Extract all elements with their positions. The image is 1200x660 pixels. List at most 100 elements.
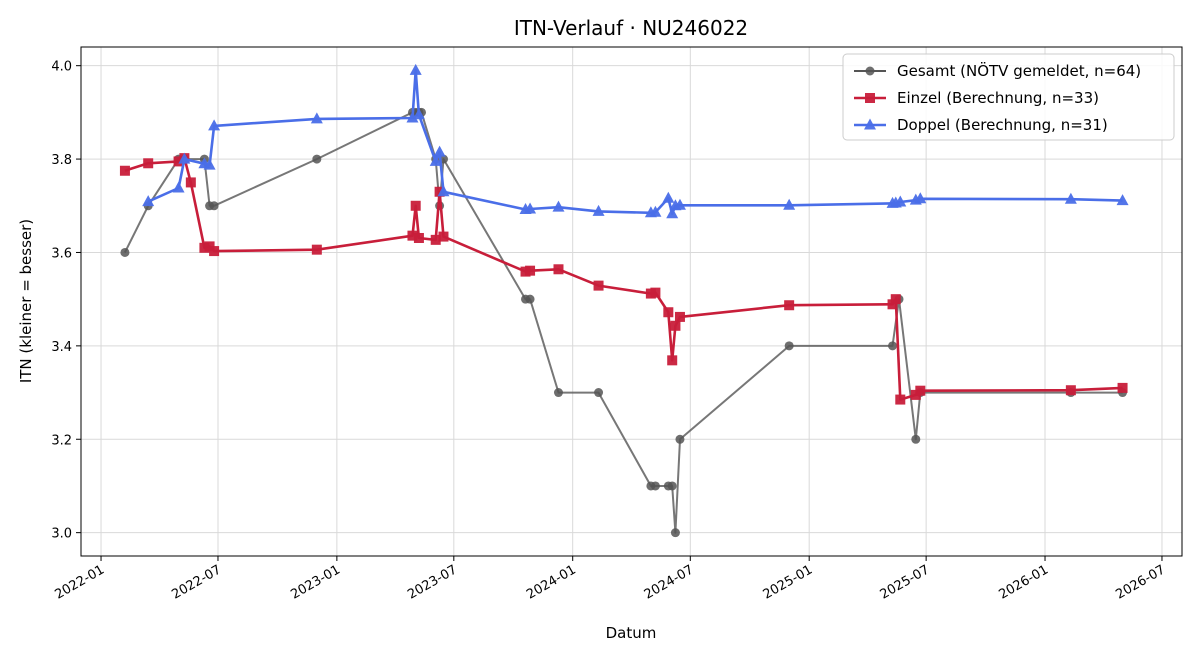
y-axis: 3.0 3.2 3.4 3.6 3.8 4.0	[51, 60, 81, 542]
data-point	[650, 287, 661, 298]
data-point	[433, 145, 446, 157]
data-point	[911, 434, 921, 444]
legend-entry: Doppel (Berechnung, n=31)	[854, 116, 1108, 134]
data-point	[592, 204, 605, 216]
x-tick-label: 2023-07	[405, 562, 460, 602]
data-point	[524, 202, 537, 214]
data-point	[670, 320, 681, 331]
data-point	[525, 265, 536, 276]
data-point	[438, 231, 449, 242]
data-point	[430, 234, 441, 245]
x-axis: 2022-01 2022-07 2023-01 2023-07 2024-01 2024-…	[52, 556, 1168, 603]
y-tick-label: 3.0	[51, 527, 72, 542]
series-layer	[119, 63, 1129, 538]
data-point	[553, 388, 563, 398]
data-point	[142, 195, 155, 207]
data-point	[674, 311, 685, 322]
series-line-einzel	[124, 156, 1123, 401]
data-point	[890, 294, 901, 305]
data-point	[666, 207, 679, 219]
grid-lines	[81, 47, 1182, 556]
data-point	[594, 388, 604, 398]
legend-label: Gesamt (NÖTV gemeldet, n=64)	[897, 61, 1141, 80]
x-tick-label: 2026-01	[996, 562, 1051, 602]
legend-label: Einzel (Berechnung, n=33)	[897, 89, 1099, 107]
data-point	[199, 242, 210, 253]
data-point	[553, 264, 564, 275]
data-point	[172, 181, 185, 193]
data-point	[310, 112, 323, 124]
data-point	[209, 201, 219, 211]
series-gesamt	[120, 107, 1128, 538]
x-tick-label: 2025-01	[761, 562, 816, 602]
data-point	[783, 198, 796, 210]
y-axis-label: ITN (kleiner = besser)	[17, 219, 35, 383]
x-tick-label: 2022-07	[169, 562, 224, 602]
data-point	[673, 198, 686, 210]
data-point	[784, 300, 795, 311]
data-point	[203, 158, 216, 170]
data-point	[895, 394, 906, 405]
data-point	[1117, 382, 1128, 393]
data-point	[784, 341, 794, 351]
legend-label: Doppel (Berechnung, n=31)	[897, 116, 1108, 134]
chart-title: ITN-Verlauf · NU246022	[514, 16, 748, 40]
data-point	[887, 299, 898, 310]
data-point	[650, 481, 660, 491]
y-tick-label: 3.4	[51, 340, 72, 355]
x-tick-label: 2022-01	[52, 562, 107, 602]
data-point	[120, 247, 130, 257]
y-tick-label: 4.0	[51, 60, 72, 75]
data-point	[434, 186, 445, 197]
y-tick-label: 3.6	[51, 246, 72, 261]
legend: Gesamt (NÖTV gemeldet, n=64) Einzel (Bere…	[842, 53, 1175, 141]
legend-box	[842, 53, 1175, 141]
legend-marker	[865, 66, 875, 76]
data-point	[915, 385, 926, 396]
data-point	[525, 294, 535, 304]
data-point	[1116, 194, 1129, 206]
y-tick-label: 3.2	[51, 433, 72, 448]
data-point	[663, 307, 674, 318]
data-point	[311, 244, 322, 255]
data-point	[1065, 385, 1076, 396]
data-point	[406, 111, 419, 123]
x-axis-label: Datum	[606, 624, 657, 642]
y-tick-label: 3.8	[51, 153, 72, 168]
x-tick-label: 2025-07	[878, 562, 933, 602]
data-point	[413, 232, 424, 243]
data-point	[173, 156, 184, 167]
data-point	[437, 185, 450, 197]
legend-marker	[865, 93, 875, 103]
data-point	[914, 192, 927, 204]
legend-entry: Gesamt (NÖTV gemeldet, n=64)	[854, 61, 1141, 80]
data-point	[888, 341, 898, 351]
x-tick-label: 2024-01	[524, 562, 579, 602]
data-point	[209, 246, 220, 257]
legend-marker	[864, 118, 876, 130]
data-point	[410, 200, 421, 211]
data-point	[552, 200, 565, 212]
series-line-gesamt	[124, 111, 1123, 534]
legend-entry: Einzel (Berechnung, n=33)	[854, 89, 1099, 107]
series-einzel	[119, 153, 1128, 405]
data-point	[312, 154, 322, 164]
data-point	[649, 205, 662, 217]
data-point	[667, 355, 678, 366]
data-point	[208, 119, 221, 131]
data-point	[662, 191, 675, 203]
series-doppel	[142, 63, 1129, 219]
x-tick-label: 2024-07	[642, 562, 697, 602]
data-point	[670, 528, 680, 538]
data-point	[894, 195, 907, 207]
data-point	[185, 177, 196, 188]
data-point	[593, 280, 604, 291]
data-point	[412, 108, 425, 120]
data-point	[409, 63, 422, 75]
data-point	[667, 481, 677, 491]
data-point	[429, 154, 442, 166]
data-point	[143, 158, 154, 169]
plot-frame	[80, 46, 1183, 557]
data-point	[675, 434, 685, 444]
